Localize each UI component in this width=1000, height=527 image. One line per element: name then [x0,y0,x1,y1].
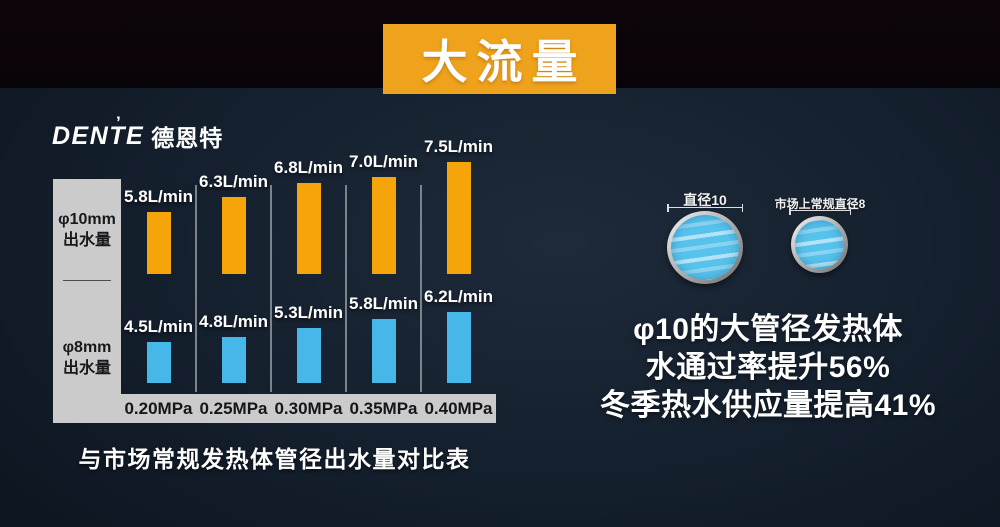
banner-title: 大流量 [421,36,587,88]
bar-value-label: 6.3L/min [199,172,268,191]
pipe-small-circle [791,216,848,273]
chart-caption: 与市场常规发热体管径出水量对比表 [78,446,471,472]
bar-group: 5.8L/min 4.5L/min [121,140,197,394]
series-8mm-axis-label-line2: 出水量 [62,359,111,377]
bar-value-label: 5.3L/min [274,303,343,322]
logo-accent-mark: ’ [116,113,121,132]
bar-group: 7.5L/min 6.2L/min [421,137,496,394]
bar-value-label: 4.8L/min [199,312,268,331]
pipe-small-label: 市场上常规直径8 [774,197,866,211]
x-axis-bar: 0.20MPa 0.25MPa 0.30MPa 0.35MPa 0.40MPa [53,394,496,423]
x-tick-label: 0.35MPa [349,399,418,418]
flow-bar-10mm [371,177,396,274]
bar-value-label: 5.8L/min [124,187,193,206]
flow-bar-8mm [221,337,246,383]
bar-value-label: 4.5L/min [124,317,193,336]
flow-bar-10mm [446,162,471,274]
axis-panel-divider [63,280,111,281]
benefit-line-3: 冬季热水供应量提高41% [599,389,937,422]
x-tick-label: 0.30MPa [274,399,343,418]
pipe-large-label: 直径10 [683,192,727,208]
group-divider [420,185,422,392]
flow-bar-10mm [296,183,321,274]
series-10mm-axis-label: φ10mm 出水量 [53,210,121,252]
pipe-large-circle [667,211,743,284]
pipe-large-measure-line [667,204,743,212]
x-tick-label: 0.40MPa [424,399,493,418]
bar-value-label: 6.2L/min [424,287,493,306]
pipe-small-water [795,220,844,269]
title-banner: 大流量 [383,24,616,94]
pipe-small-measure-line [789,207,851,215]
group-divider [195,185,197,392]
flow-bar-8mm [146,342,171,383]
bar-value-label: 7.0L/min [349,152,418,171]
logo-latin-text: DENTE [52,121,145,150]
bar-group: 6.3L/min 4.8L/min [196,140,272,394]
bar-value-label: 7.5L/min [424,137,493,156]
bar-group: 7.0L/min 5.8L/min [346,140,422,394]
brand-logo: DENTE ’ 德恩特 [52,113,224,151]
flow-bar-8mm [446,312,471,383]
pipe-comparison: 直径10 市场上常规直径8 [600,185,1000,300]
x-tick-label: 0.25MPa [199,399,268,418]
bar-group: 6.8L/min 5.3L/min [271,140,347,394]
group-divider [270,185,272,392]
bar-value-label: 5.8L/min [349,294,418,313]
flow-bar-10mm [221,197,246,274]
pipe-large-water [671,215,739,280]
bar-chart-plot: 5.8L/min 4.5L/min 6.3L/min 4.8L/min 6.8L/min… [121,137,496,394]
flow-bar-8mm [296,328,321,383]
series-10mm-axis-label-line1: φ10mm [58,211,116,228]
flow-bar-8mm [371,319,396,383]
x-tick-label: 0.20MPa [124,399,193,418]
bar-value-label: 6.8L/min [274,158,343,177]
logo-cjk-text: 德恩特 [151,125,224,151]
series-8mm-axis-label-line1: φ8mm [62,339,112,356]
benefit-line-2: 水通过率提升56% [645,351,891,384]
series-10mm-axis-label-line2: 出水量 [62,231,111,249]
flow-bar-10mm [146,212,171,274]
y-axis-panel: φ10mm 出水量 φ8mm 出水量 [53,179,121,423]
group-divider [345,185,347,392]
series-8mm-axis-label: φ8mm 出水量 [53,338,121,380]
benefits-block: φ10的大管径发热体 水通过率提升56% 冬季热水供应量提高41% [568,311,968,425]
benefit-line-1: φ10的大管径发热体 [633,313,903,346]
